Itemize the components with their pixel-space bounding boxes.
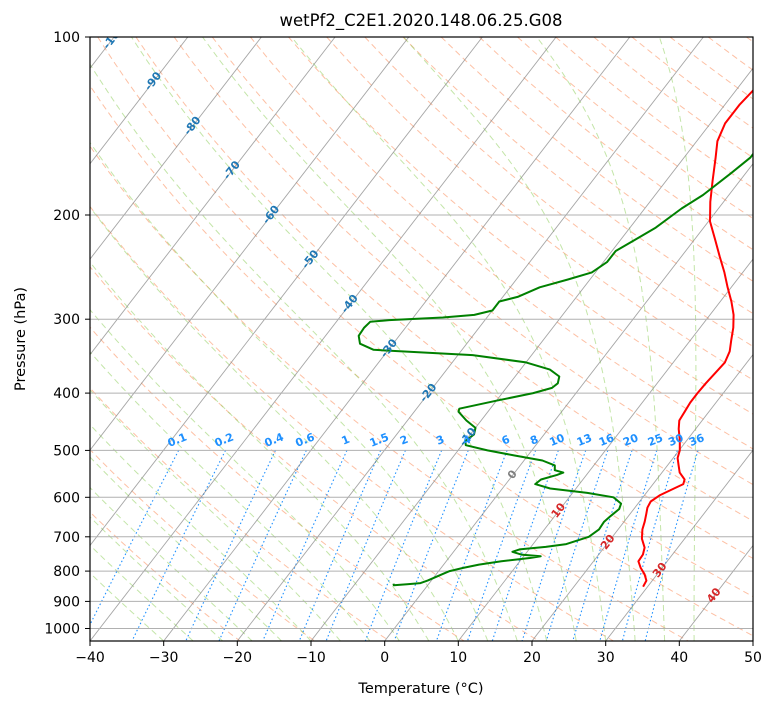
y-axis: 100 200 300 400 500 600 700 800 900 1000 [44, 30, 90, 638]
dry-adiabat-line [135, 37, 753, 559]
moist-adiabat-line [90, 544, 194, 641]
dry-adiabats [90, 37, 753, 641]
y-tick-label: 1000 [44, 622, 80, 638]
isotherm-line [90, 37, 557, 641]
mixing-ratio-label: 3 [434, 433, 446, 448]
isotherm-line [90, 37, 483, 547]
moist-adiabat-line [90, 516, 223, 641]
mixing-ratio-label: 16 [597, 431, 616, 449]
y-axis-title: Pressure (hPa) [13, 287, 29, 391]
moist-adiabat-line [291, 37, 607, 641]
x-tick-label: 50 [744, 650, 762, 666]
moist-adiabat-line [90, 308, 400, 641]
x-axis-title: Temperature (°C) [357, 681, 483, 697]
mixing-ratio-line [90, 450, 180, 626]
moist-adiabat-line [658, 37, 697, 641]
isotherm-line [236, 37, 704, 641]
x-tick-label: −30 [149, 650, 179, 666]
moist-adiabat-line [90, 351, 371, 641]
dry-adiabat-line [90, 265, 540, 641]
x-tick-label: −20 [223, 650, 253, 666]
mixing-ratio-line [599, 450, 658, 641]
mixing-ratio-label: 13 [575, 431, 594, 449]
x-tick-label: 10 [449, 650, 467, 666]
isotherm-line [90, 37, 189, 165]
isobars [90, 37, 753, 629]
dry-adiabat-line [440, 37, 753, 282]
x-tick-label: −40 [75, 650, 105, 666]
mixing-ratio-labels: 0.1 0.2 0.4 0.6 1 1.5 2 3 4 6 8 10 13 16 20 25 30 36 [166, 430, 707, 449]
moist-adiabats [90, 37, 697, 641]
temperature-profile [637, 89, 753, 588]
mixing-ratio-line [521, 450, 587, 641]
mixing-ratio-line [325, 450, 406, 641]
moist-adiabat-line [90, 572, 165, 641]
x-tick-label: −10 [296, 650, 326, 666]
mixing-ratio-line [491, 450, 559, 641]
y-tick-label: 200 [53, 208, 80, 224]
mixing-ratio-line [393, 450, 469, 641]
mixing-ratio-label: 2 [398, 433, 410, 448]
dewpoint-profile [357, 152, 753, 587]
mixing-ratio-label: 36 [687, 431, 706, 449]
isotherm-line [384, 162, 753, 641]
mixing-ratio-line [218, 450, 307, 641]
isotherm-line [310, 67, 753, 641]
isotherm-line [531, 353, 753, 641]
moist-adiabat-line [403, 37, 636, 641]
plot-frame [89, 36, 754, 642]
mixing-ratio-label: 25 [646, 431, 665, 449]
isotherms [90, 37, 753, 641]
isotherm-line [90, 37, 336, 356]
mixing-ratio-label: 20 [621, 431, 640, 449]
dry-adiabat-line [250, 37, 753, 450]
mixing-ratio-line [435, 450, 508, 641]
dry-adiabat-line [211, 37, 753, 486]
y-tick-label: 700 [53, 530, 80, 546]
x-tick-label: 40 [670, 650, 688, 666]
chart-title: wetPf2_C2E1.2020.148.06.25.G08 [279, 11, 562, 31]
isotherm-line [90, 37, 262, 260]
moist-adiabat-line [90, 423, 312, 641]
dry-adiabat-line [97, 37, 753, 598]
mixing-ratio-label: 8 [528, 433, 540, 448]
isotherm-line [605, 449, 753, 641]
isotherm-line [163, 37, 631, 641]
x-tick-label: 20 [523, 650, 541, 666]
y-tick-label: 300 [53, 312, 80, 328]
y-tick-label: 100 [53, 30, 80, 46]
isotherm-line [457, 258, 753, 641]
moist-adiabat-line [536, 37, 666, 641]
dry-adiabat-line [173, 37, 753, 522]
moist-adiabat-line [90, 261, 430, 641]
x-tick-label: 30 [597, 650, 615, 666]
dry-adiabat-line [90, 448, 315, 641]
mixing-ratio-label: 1 [340, 433, 352, 448]
dry-adiabat-line [90, 205, 614, 641]
y-tick-label: 400 [53, 386, 80, 402]
mixing-ratio-line [572, 450, 633, 641]
x-axis: −40 −30 −20 −10 0 10 20 30 40 50 [75, 641, 762, 666]
moist-adiabat-line [90, 456, 282, 641]
y-tick-label: 600 [53, 490, 80, 506]
mixing-ratio-line [364, 450, 443, 641]
moist-adiabat-line [202, 37, 577, 641]
dry-adiabat-line [90, 326, 465, 641]
dry-adiabat-line [90, 84, 753, 637]
y-tick-label: 800 [53, 564, 80, 580]
x-tick-label: 0 [380, 650, 389, 666]
isotherm-line [90, 37, 410, 451]
y-tick-label: 500 [53, 443, 80, 459]
mixing-ratio-label: 10 [547, 431, 566, 449]
moist-adiabat-line [90, 141, 489, 641]
sounding-profiles [357, 89, 753, 588]
plot-content: -100-90-80-70-60-50-40-30-20-10010203040… [90, 37, 753, 641]
y-tick-label: 900 [53, 594, 80, 610]
mixing-ratio-line [185, 450, 276, 641]
mixing-ratio-label: 30 [666, 431, 685, 449]
moist-adiabat-line [90, 486, 253, 641]
moist-adiabat-line [90, 63, 518, 641]
